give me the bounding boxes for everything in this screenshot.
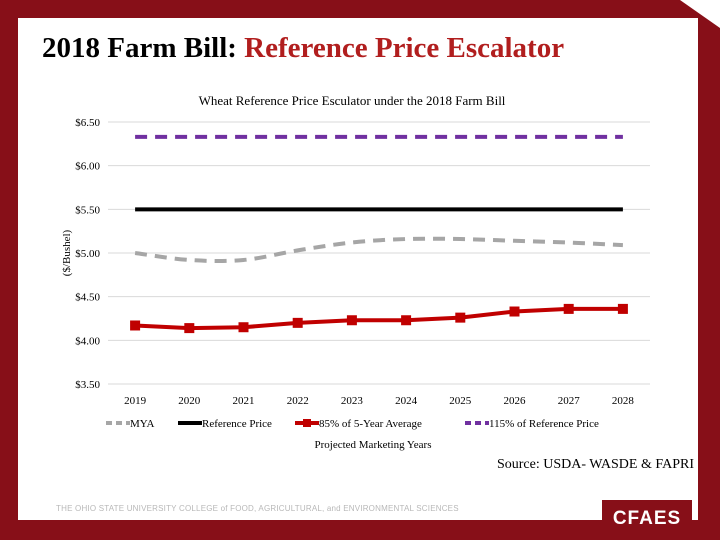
legend-label: MYA <box>130 418 155 430</box>
x-axis-label: Projected Marketing Years <box>314 439 431 451</box>
x-tick-label: 2025 <box>449 395 472 407</box>
source-note: Source: USDA- WASDE & FAPRI <box>496 457 694 472</box>
y-tick-label: $4.50 <box>75 292 100 304</box>
legend-label: 115% of Reference Price <box>489 418 599 430</box>
series-point-85-of-5-year-average <box>563 303 574 314</box>
y-tick-label: $4.00 <box>75 335 100 347</box>
grid-layer: $3.50 $4.00 $4.50 $5.00 $5.50 $6.00 $6.50 2019 2… <box>75 117 650 407</box>
slide-title-accent: Reference Price Escalator <box>244 32 565 64</box>
label-layer: Wheat Reference Price Esculator under th… <box>61 93 506 451</box>
x-tick-label: 2026 <box>504 395 527 407</box>
corner-decoration <box>680 0 720 28</box>
series-point-85-of-5-year-average <box>238 322 249 333</box>
series-point-85-of-5-year-average <box>401 315 412 326</box>
series-layer <box>130 134 628 334</box>
y-tick-label: $5.50 <box>75 204 100 216</box>
series-point-85-of-5-year-average <box>184 323 195 334</box>
x-tick-label: 2022 <box>287 395 309 407</box>
y-tick-label: $6.00 <box>75 161 100 173</box>
x-tick-label: 2021 <box>233 395 255 407</box>
slide-panel: 2018 Farm Bill: Reference Price Escalato… <box>18 18 698 520</box>
university-footer: THE OHIO STATE UNIVERSITY COLLEGE of FOO… <box>56 504 459 513</box>
series-point-85-of-5-year-average <box>509 306 520 317</box>
chart-title: Wheat Reference Price Esculator under th… <box>199 93 506 108</box>
x-tick-label: 2027 <box>558 395 581 407</box>
series-point-85-of-5-year-average <box>346 315 357 326</box>
legend: MYA Reference Price 85% of 5-Year Average 1… <box>106 418 599 430</box>
x-tick-label: 2028 <box>612 395 635 407</box>
legend-label: Reference Price <box>202 418 272 430</box>
x-tick-label: 2020 <box>178 395 201 407</box>
series-line-mya <box>134 236 623 264</box>
x-tick-label: 2019 <box>124 395 147 407</box>
y-tick-label: $6.50 <box>75 117 100 129</box>
series-point-85-of-5-year-average <box>292 317 303 328</box>
cfaes-logo: CFAES <box>602 500 692 538</box>
series-line-85-of-5-year-average <box>135 306 623 331</box>
y-axis-label: ($/Bushel) <box>61 229 73 276</box>
legend-swatch-marker <box>303 419 311 427</box>
series-point-85-of-5-year-average <box>130 320 141 331</box>
x-tick-label: 2024 <box>395 395 418 407</box>
series-point-85-of-5-year-average <box>455 312 466 323</box>
slide-title: 2018 Farm Bill: Reference Price Escalato… <box>42 32 564 65</box>
slide-title-prefix: 2018 Farm Bill: <box>42 32 237 64</box>
y-tick-label: $5.00 <box>75 248 100 260</box>
series-point-85-of-5-year-average <box>617 303 628 314</box>
legend-label: 85% of 5-Year Average <box>319 418 422 430</box>
y-tick-label: $3.50 <box>75 379 100 391</box>
x-tick-label: 2023 <box>341 395 364 407</box>
